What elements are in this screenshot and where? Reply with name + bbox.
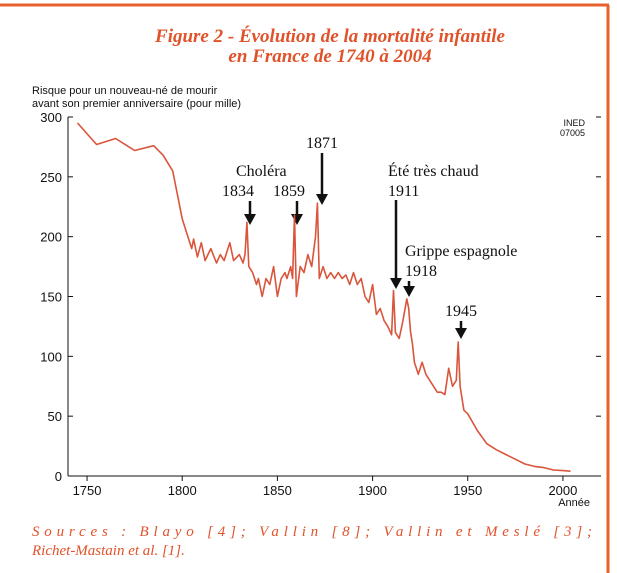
y-tick-label: 50 <box>48 409 62 424</box>
sources: Richet-Mastain et al. [1]. <box>31 543 185 559</box>
x-tick-label: 1800 <box>168 483 197 498</box>
y-axis-label: Risque pour un nouveau-né de mourir <box>32 85 218 97</box>
chart-title: en France de 1740 à 2004 <box>228 46 431 67</box>
y-tick-label: 100 <box>40 349 62 364</box>
y-tick-label: 300 <box>40 110 62 125</box>
arrow-head <box>316 194 328 205</box>
x-tick-label: 1850 <box>263 483 292 498</box>
x-tick-label: 1750 <box>73 483 102 498</box>
annotation: 1945 <box>445 303 477 320</box>
annotation: 1911 <box>388 183 419 200</box>
data-line <box>76 122 571 472</box>
arrow-head <box>244 214 256 225</box>
sources: Sources : Blayo [4]; Vallin [8]; Vallin … <box>32 524 592 540</box>
y-tick-label: 0 <box>55 469 62 484</box>
annotation: 1918 <box>405 263 437 280</box>
annotation: Été très chaud <box>388 161 479 180</box>
annotation: 1859 <box>273 183 305 200</box>
annotation: 1834 <box>222 183 254 200</box>
y-tick-label: 200 <box>40 230 62 245</box>
x-tick-label: 1900 <box>358 483 387 498</box>
x-tick-label: 1950 <box>453 483 482 498</box>
y-tick-label: 150 <box>40 290 62 305</box>
arrow-head <box>291 214 303 225</box>
x-axis-label: Année <box>558 497 590 509</box>
chart-title: Figure 2 - Évolution de la mortalité inf… <box>154 25 506 47</box>
annotation: Choléra <box>236 163 287 180</box>
arrow-head <box>390 278 402 289</box>
annotation: 1871 <box>306 135 338 152</box>
y-tick-label: 250 <box>40 170 62 185</box>
badge: INED <box>563 118 585 128</box>
arrow-head <box>403 286 415 297</box>
annotation: Grippe espagnole <box>405 243 517 260</box>
y-axis-label: avant son premier anniversaire (pour mil… <box>32 98 241 110</box>
x-tick-label: 2000 <box>548 483 577 498</box>
badge: 07005 <box>560 128 585 138</box>
arrow-head <box>455 328 467 339</box>
